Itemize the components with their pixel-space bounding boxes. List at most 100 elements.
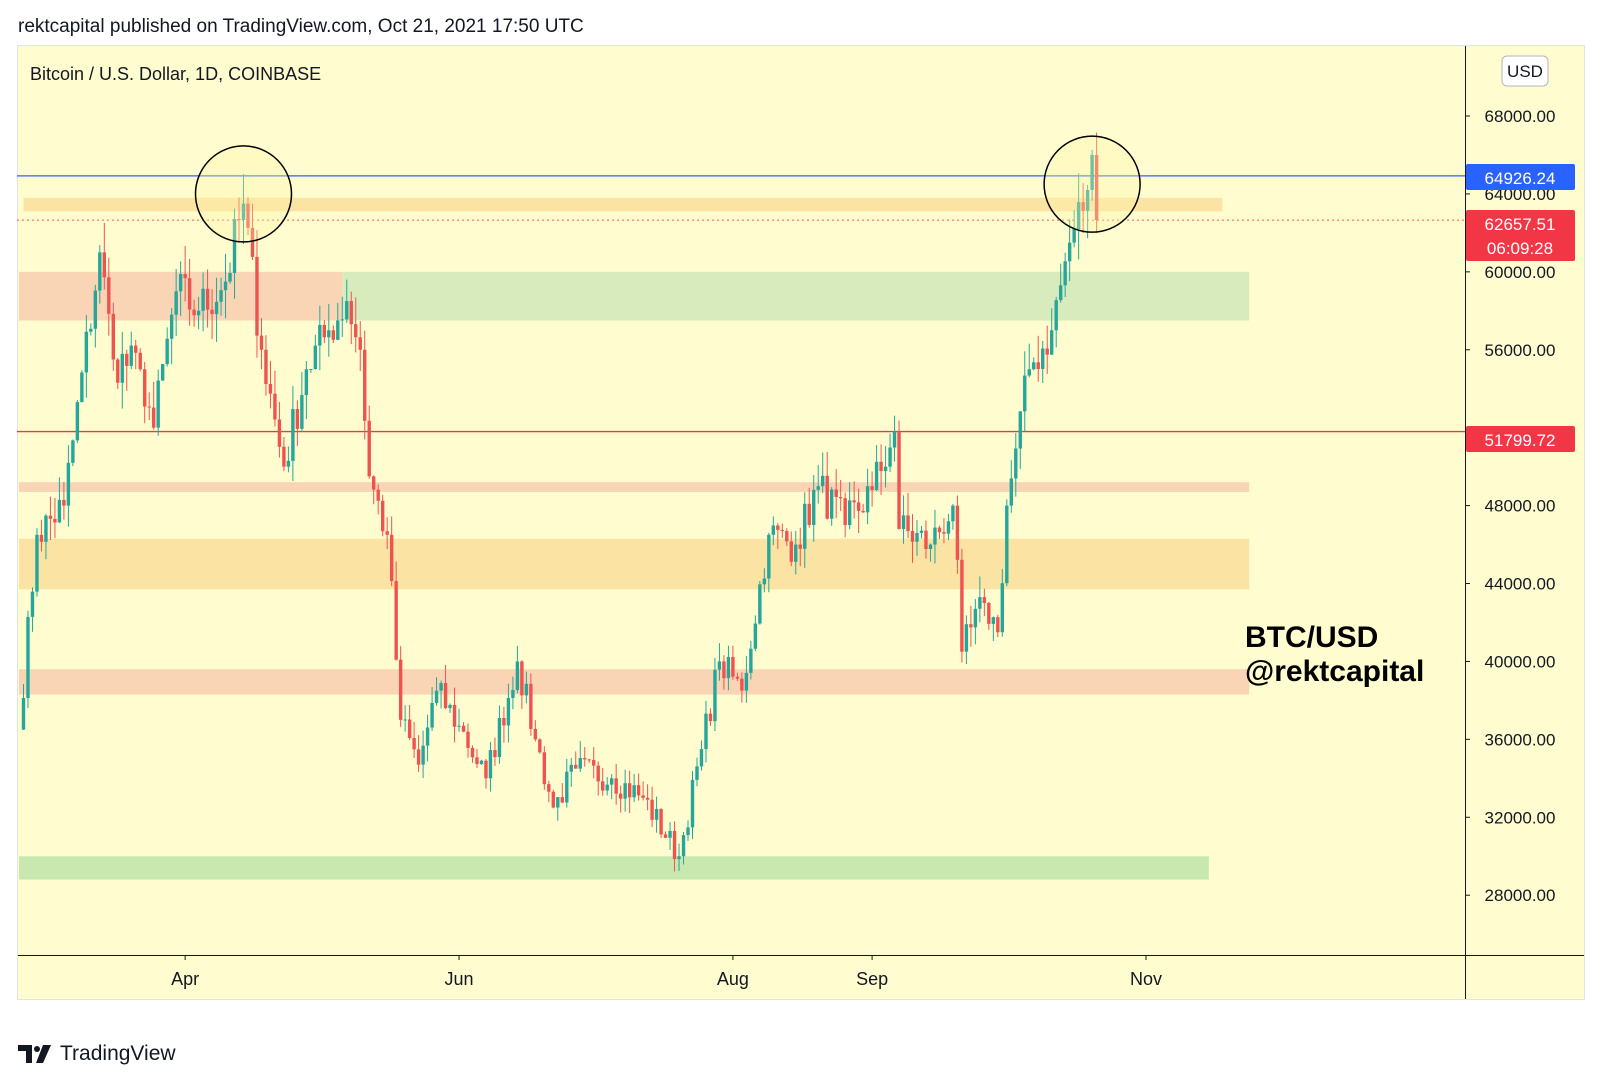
candle-body (84, 331, 89, 373)
candle-body (380, 500, 385, 532)
candle-body (690, 779, 695, 828)
candle-body (915, 532, 919, 542)
candle-body (812, 489, 816, 525)
candle-body (843, 498, 847, 526)
candle-body (609, 778, 614, 785)
candle-body (978, 597, 982, 609)
candle-body (102, 252, 107, 278)
candle-body (169, 314, 174, 339)
candle-body (273, 393, 277, 420)
candle-body (1032, 362, 1036, 370)
candle-body (946, 521, 951, 534)
x-tick-label-4: Nov (1130, 969, 1162, 989)
candle-body (834, 489, 838, 497)
candle-body (412, 738, 416, 750)
candle-body (713, 669, 717, 722)
candle-body (574, 764, 578, 769)
candle-body (1094, 154, 1099, 221)
candle-body (1005, 505, 1009, 584)
candle-body (744, 672, 749, 691)
candle-body (152, 407, 156, 428)
candle-body (969, 624, 973, 628)
candle-body (672, 831, 677, 860)
y-tick-label-6: 40000.00 (1485, 652, 1556, 671)
candle-body (776, 525, 780, 530)
last-price-text: 62657.51 (1485, 215, 1556, 234)
blue-level-text: 64926.24 (1485, 169, 1556, 188)
candle-body (264, 349, 268, 385)
candle-body (937, 527, 942, 533)
candle-body (75, 402, 80, 441)
candle-body (1014, 448, 1018, 479)
candle-body (304, 369, 309, 396)
candle-body (80, 372, 84, 403)
candle-body (883, 466, 888, 472)
chart-pane[interactable] (17, 45, 1465, 955)
candle-body (286, 460, 291, 467)
x-tick-label-1: Jun (445, 969, 474, 989)
blue-level-label: 64926.24 (1466, 164, 1575, 190)
candle-body (71, 440, 75, 463)
candle-body (592, 759, 596, 766)
candle-body (506, 697, 511, 726)
candle-body (731, 656, 735, 677)
circles-layer (194, 135, 1141, 243)
candle-body (479, 760, 484, 765)
candle-body (596, 765, 600, 782)
candle-body (668, 831, 672, 838)
candle-body (560, 797, 564, 803)
candle-body (520, 661, 524, 696)
candle-body (237, 219, 241, 221)
candle-body (852, 500, 856, 503)
candle-body (62, 499, 66, 506)
candle-body (1009, 478, 1013, 506)
tradingview-brand[interactable]: TradingView (18, 1042, 176, 1066)
candle-body (66, 462, 71, 506)
candle-body (35, 534, 39, 592)
candle-body (641, 795, 645, 798)
candle-body (143, 369, 147, 407)
candle-body (650, 799, 654, 820)
candle-body (861, 510, 865, 513)
candle-body (753, 623, 758, 649)
candle-body (879, 461, 883, 472)
candle-body (1018, 411, 1022, 449)
candle-body (21, 698, 26, 730)
candle-body (740, 678, 744, 691)
candle-body (654, 809, 659, 820)
candle-body (767, 534, 771, 579)
candle-body (901, 515, 906, 529)
candle-body (53, 518, 57, 523)
candle-body (524, 683, 529, 696)
zone-0 (23, 197, 1223, 212)
candle-body (452, 704, 457, 727)
candle-body (147, 406, 151, 408)
price-axis-pane[interactable] (1465, 45, 1585, 955)
candle-body (973, 608, 978, 628)
candle-body (816, 486, 820, 490)
candle-body (587, 759, 591, 761)
candle-body (309, 369, 313, 371)
candle-body (196, 310, 201, 316)
candle-body (542, 752, 547, 785)
candle-body (551, 791, 556, 808)
candle-body (318, 324, 322, 346)
candle-body (785, 531, 789, 542)
candle-body (416, 749, 421, 765)
candle-body (870, 486, 874, 491)
candle-body (556, 797, 560, 808)
currency-button[interactable]: USD (1501, 55, 1549, 87)
candle-body (156, 380, 160, 428)
candle-body (699, 749, 704, 767)
candle-body (708, 713, 713, 722)
candle-body (120, 353, 124, 383)
candle-body (758, 584, 762, 624)
candle-body (295, 409, 300, 429)
candle-body (538, 739, 542, 753)
candle-body (205, 288, 210, 310)
chart-outer-border (17, 45, 1585, 1000)
candle-body (807, 503, 811, 525)
time-axis-pane[interactable] (17, 955, 1465, 1000)
highlight-circle-0 (194, 145, 293, 243)
